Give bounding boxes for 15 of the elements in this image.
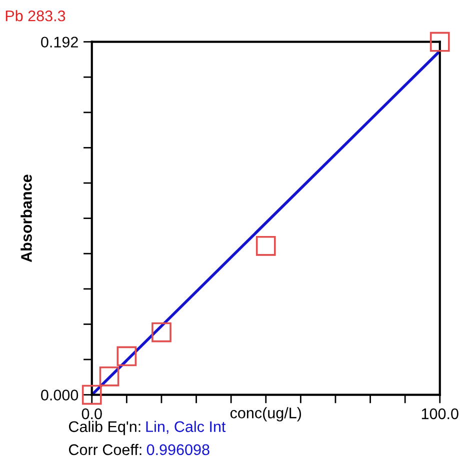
point (152, 322, 172, 342)
y-tick-label: 0.000 (41, 390, 78, 400)
x-tick-label: 100.0 (422, 408, 458, 420)
chart-title: Pb 283.3 (6, 10, 66, 22)
text: Calib Eq'n: Lin, Calc Int (68, 420, 226, 436)
point (99, 366, 120, 386)
point (82, 384, 102, 405)
text: Corr Coeff: 0.996098 (68, 444, 210, 456)
y-tick-label: 0.192 (41, 36, 78, 48)
point (430, 32, 450, 52)
x-tick-label: 0.0 (82, 408, 102, 420)
point (256, 236, 276, 256)
point (116, 346, 137, 366)
y-axis-title: Absorbance (20, 174, 32, 262)
x-axis-title: conc(ug/L) (230, 407, 302, 422)
